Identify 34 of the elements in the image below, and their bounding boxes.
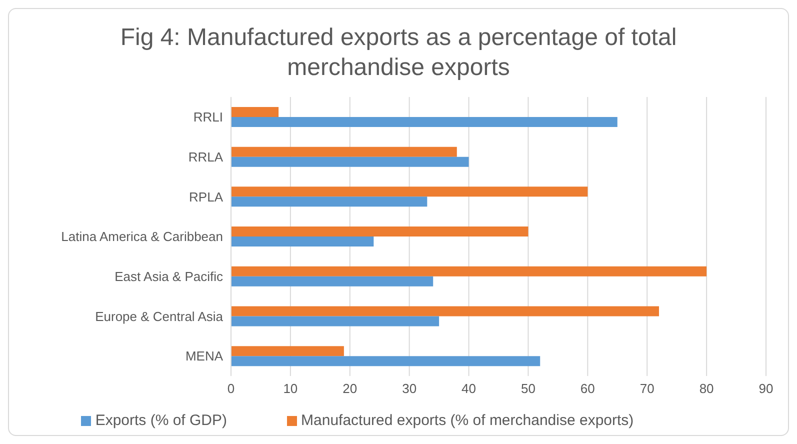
bar (231, 356, 540, 366)
bar (231, 106, 279, 117)
x-tick-label: 40 (462, 381, 476, 396)
chart-title: Fig 4: Manufactured exports as a percentage of total merchandise exports (119, 23, 678, 83)
bar (231, 316, 440, 326)
x-tick-label: 30 (402, 381, 417, 396)
x-tick-label: 10 (283, 381, 298, 396)
y-tick-label: Latina America & Caribbean (61, 229, 223, 244)
bar (231, 116, 618, 127)
bar (231, 156, 469, 167)
bar (231, 226, 528, 237)
bar (231, 276, 434, 286)
y-tick-label: East Asia & Pacific (114, 268, 224, 284)
bar (231, 196, 428, 207)
y-tick-label: RRLI (193, 110, 223, 125)
x-tick-label: 20 (342, 381, 358, 396)
x-tick-label: 90 (758, 381, 774, 396)
bar (231, 266, 707, 276)
y-tick-label: Europe & Central Asia (95, 308, 224, 324)
y-tick-label: MENA (185, 348, 224, 364)
bar (231, 146, 457, 157)
x-tick-label: 50 (520, 381, 536, 396)
bar (231, 236, 374, 247)
y-tick-label: RPLA (189, 189, 224, 204)
x-tick-label: 0 (227, 381, 235, 396)
bar (231, 186, 588, 197)
legend-label: Manufactured exports (% of merchandise exports) (301, 412, 634, 429)
x-tick-label: 80 (699, 381, 714, 396)
legend-label: Exports (% of GDP) (95, 412, 228, 429)
bar (231, 346, 344, 356)
bar (231, 306, 659, 316)
x-tick-label: 70 (640, 381, 654, 396)
y-tick-label: RRLA (188, 149, 224, 164)
x-tick-label: 60 (580, 381, 595, 396)
